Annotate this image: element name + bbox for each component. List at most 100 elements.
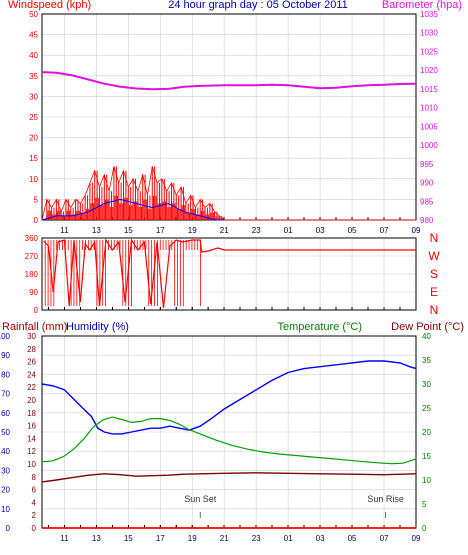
x-tick-label: 05 bbox=[348, 226, 357, 235]
wind-tick-label: 0 bbox=[34, 216, 39, 225]
rainfall-tick-label: 30 bbox=[27, 332, 36, 341]
direction-tick-label: 180 bbox=[25, 270, 39, 279]
compass-label: N bbox=[430, 231, 439, 245]
wind-tick-label: 20 bbox=[29, 134, 38, 143]
x-tick-label-lower: 23 bbox=[252, 534, 261, 543]
temperature-tick-label: 30 bbox=[422, 380, 431, 389]
wind-tick-label: 25 bbox=[29, 113, 38, 122]
barometer-line bbox=[41, 71, 417, 91]
compass-label: E bbox=[430, 285, 438, 299]
barometer-tick-label: 1015 bbox=[420, 85, 438, 94]
barometer-tick-label: 1035 bbox=[420, 10, 438, 19]
barometer-tick-label: 1010 bbox=[420, 104, 438, 113]
compass-label: S bbox=[430, 267, 438, 281]
sunset-annotation: Sun Set bbox=[184, 494, 217, 504]
humidity-tick-label: 10 bbox=[1, 505, 10, 514]
temperature-tick-label: 15 bbox=[422, 452, 431, 461]
barometer-tick-label: 1025 bbox=[420, 47, 438, 56]
humidity-tick-label: 90 bbox=[1, 351, 10, 360]
barometer-tick-label: 990 bbox=[420, 179, 434, 188]
barometer-tick-label: 1005 bbox=[420, 122, 438, 131]
compass-label: N bbox=[430, 303, 439, 317]
rainfall-tick-label: 18 bbox=[27, 409, 36, 418]
direction-panel-frame bbox=[41, 237, 417, 311]
x-tick-label: 01 bbox=[284, 226, 293, 235]
x-tick-label: 13 bbox=[92, 226, 101, 235]
wind-tick-label: 10 bbox=[29, 175, 38, 184]
temperature-tick-label: 5 bbox=[422, 500, 427, 509]
rainfall-tick-label: 6 bbox=[32, 486, 37, 495]
x-tick-label-lower: 19 bbox=[188, 534, 197, 543]
wind-tick-label: 40 bbox=[29, 51, 38, 60]
temperature-tick-label: 10 bbox=[422, 476, 431, 485]
x-tick-label-lower: 05 bbox=[348, 534, 357, 543]
rainfall-tick-label: 28 bbox=[27, 345, 36, 354]
temperature-tick-label: 0 bbox=[422, 524, 427, 533]
barometer-tick-label: 1020 bbox=[420, 66, 438, 75]
humidity-tick-label: 80 bbox=[1, 370, 10, 379]
temperature-tick-label: 20 bbox=[422, 428, 431, 437]
humidity-axis-label: Humidity (%) bbox=[66, 321, 129, 333]
x-tick-label-lower: 13 bbox=[92, 534, 101, 543]
rainfall-tick-label: 14 bbox=[27, 434, 36, 443]
x-tick-label-lower: 09 bbox=[412, 534, 421, 543]
x-tick-label: 15 bbox=[124, 226, 133, 235]
barometer-tick-label: 1000 bbox=[420, 141, 438, 150]
rainfall-tick-label: 16 bbox=[27, 422, 36, 431]
barometer-axis-label: Barometer (hpa) bbox=[382, 0, 462, 11]
x-tick-label-lower: 11 bbox=[60, 534, 69, 543]
wind-tick-label: 30 bbox=[29, 92, 38, 101]
x-tick-label-lower: 17 bbox=[156, 534, 165, 543]
rainfall-tick-label: 0 bbox=[32, 524, 37, 533]
temperature-tick-label: 25 bbox=[422, 404, 431, 413]
barometer-tick-label: 1030 bbox=[420, 29, 438, 38]
humidity-tick-label: 50 bbox=[1, 428, 10, 437]
barometer-tick-label: 980 bbox=[420, 216, 434, 225]
x-tick-label-lower: 07 bbox=[380, 534, 389, 543]
temperature-tick-label: 40 bbox=[422, 332, 431, 341]
sunrise-annotation: Sun Rise bbox=[367, 494, 404, 504]
rainfall-tick-label: 22 bbox=[27, 383, 36, 392]
barometer-tick-label: 985 bbox=[420, 197, 434, 206]
rainfall-tick-label: 24 bbox=[27, 370, 36, 379]
x-tick-label-lower: 01 bbox=[284, 534, 293, 543]
direction-tick-label: 0 bbox=[34, 306, 39, 315]
compass-label: W bbox=[428, 249, 440, 263]
x-tick-label: 03 bbox=[316, 226, 325, 235]
wind-tick-label: 15 bbox=[29, 154, 38, 163]
wind-axis-label: Windspeed (kph) bbox=[8, 0, 91, 11]
rainfall-axis-label: Rainfall (mm) bbox=[2, 321, 67, 333]
temperature-line bbox=[41, 416, 417, 465]
x-tick-label-lower: 21 bbox=[220, 534, 229, 543]
chart-marks: 0510152025303540455098098599099510001005… bbox=[0, 10, 440, 543]
chart-title: 24 hour graph day : 05 October 2011 bbox=[168, 0, 348, 11]
rainfall-tick-label: 4 bbox=[32, 498, 37, 507]
rainfall-tick-label: 8 bbox=[32, 473, 37, 482]
rainfall-tick-label: 20 bbox=[27, 396, 36, 405]
wind-tick-label: 50 bbox=[29, 10, 38, 19]
x-tick-label-lower: 15 bbox=[124, 534, 133, 543]
rainfall-tick-label: 12 bbox=[27, 447, 36, 456]
dewpoint-line bbox=[41, 472, 417, 483]
dewpoint-axis-label: Dew Point (°C) bbox=[391, 321, 464, 333]
wind-tick-label: 45 bbox=[29, 31, 38, 40]
rainfall-tick-label: 2 bbox=[32, 511, 37, 520]
rainfall-tick-label: 10 bbox=[27, 460, 36, 469]
direction-tick-label: 90 bbox=[29, 288, 38, 297]
temperature-axis-label: Temperature (°C) bbox=[278, 321, 362, 333]
temperature-tick-label: 35 bbox=[422, 356, 431, 365]
direction-tick-label: 270 bbox=[25, 252, 39, 261]
humidity-tick-label: 100 bbox=[0, 332, 11, 341]
x-tick-label: 07 bbox=[380, 226, 389, 235]
humidity-tick-label: 20 bbox=[1, 486, 10, 495]
humidity-tick-label: 60 bbox=[1, 409, 10, 418]
x-tick-label: 21 bbox=[220, 226, 229, 235]
barometer-tick-label: 995 bbox=[420, 160, 434, 169]
direction-tick-label: 360 bbox=[25, 234, 39, 243]
humidity-tick-label: 70 bbox=[1, 390, 10, 399]
humidity-tick-label: 0 bbox=[6, 524, 11, 533]
wind-tick-label: 5 bbox=[34, 195, 39, 204]
humidity-tick-label: 30 bbox=[1, 466, 10, 475]
wind-tick-label: 35 bbox=[29, 72, 38, 81]
